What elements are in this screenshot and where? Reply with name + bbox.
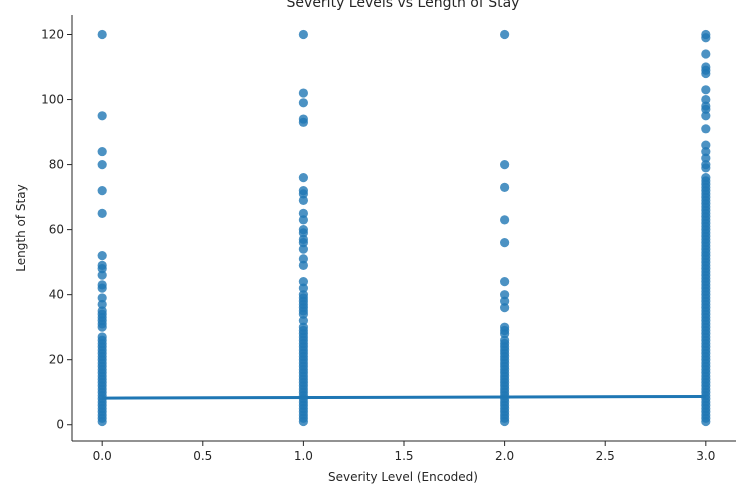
data-point-2-36 bbox=[500, 159, 510, 170]
x-tick-label-6: 3.0 bbox=[696, 449, 715, 463]
data-point-2-37 bbox=[500, 29, 510, 40]
data-point-3-78 bbox=[701, 153, 711, 163]
data-point-0-26 bbox=[97, 332, 107, 342]
scatter-points bbox=[97, 29, 711, 427]
data-point-2-31 bbox=[500, 290, 510, 300]
data-point-2-29 bbox=[500, 303, 510, 313]
data-point-0-34 bbox=[97, 293, 107, 303]
data-point-3-75 bbox=[701, 172, 711, 183]
data-point-0-42 bbox=[97, 186, 107, 196]
data-point-3-92 bbox=[701, 29, 711, 40]
data-point-1-38 bbox=[298, 283, 308, 293]
data-point-0-40 bbox=[97, 251, 107, 261]
y-tick-label-1: 20 bbox=[49, 353, 64, 367]
data-point-2-25 bbox=[500, 335, 510, 345]
y-tick-label-2: 40 bbox=[49, 288, 64, 302]
data-point-3-80 bbox=[701, 140, 711, 150]
data-point-1-49 bbox=[298, 195, 308, 205]
data-point-1-46 bbox=[298, 225, 308, 235]
data-point-0-41 bbox=[97, 208, 107, 218]
data-point-3-90 bbox=[701, 49, 711, 59]
data-point-1-47 bbox=[298, 215, 308, 225]
data-point-3-79 bbox=[701, 146, 711, 157]
x-ticks: 0.0 0.5 1.0 1.5 2.0 2.5 3.0 bbox=[93, 441, 715, 463]
data-point-1-44 bbox=[298, 234, 308, 244]
data-point-0-46 bbox=[97, 29, 107, 40]
regression-line bbox=[102, 394, 706, 400]
data-point-3-86 bbox=[701, 85, 711, 95]
data-point-3-82 bbox=[701, 111, 711, 121]
data-point-1-51 bbox=[298, 186, 308, 196]
y-ticks: 0 20 40 60 80 100 120 bbox=[41, 28, 72, 432]
data-point-1-57 bbox=[298, 29, 308, 40]
data-point-1-48 bbox=[298, 208, 308, 218]
regression-line-group bbox=[102, 394, 706, 400]
data-point-0-37 bbox=[97, 270, 107, 280]
data-point-0-39 bbox=[97, 260, 107, 270]
y-tick-label-5: 100 bbox=[41, 93, 64, 107]
data-point-1-56 bbox=[298, 88, 308, 98]
data-point-2-34 bbox=[500, 215, 510, 225]
data-point-0-45 bbox=[97, 111, 107, 121]
y-tick-label-6: 120 bbox=[41, 28, 64, 42]
chart-title: Severity Levels vs Length of Stay bbox=[287, 0, 520, 11]
data-point-1-42 bbox=[298, 244, 308, 254]
data-point-0-33 bbox=[97, 299, 107, 310]
x-tick-label-0: 0.0 bbox=[93, 449, 112, 463]
data-point-0-32 bbox=[97, 306, 107, 316]
data-point-1-40 bbox=[298, 260, 308, 270]
y-tick-label-3: 60 bbox=[49, 223, 64, 237]
x-tick-label-1: 0.5 bbox=[193, 449, 212, 463]
data-point-3-81 bbox=[701, 124, 711, 134]
y-tick-label-0: 0 bbox=[56, 418, 64, 432]
data-point-1-54 bbox=[298, 114, 308, 124]
x-tick-label-2: 1.0 bbox=[294, 449, 313, 463]
data-point-3-84 bbox=[701, 101, 711, 111]
data-point-1-29 bbox=[298, 322, 308, 332]
y-tick-label-4: 80 bbox=[49, 158, 64, 172]
data-point-1-39 bbox=[298, 277, 308, 287]
x-tick-label-3: 1.5 bbox=[394, 449, 413, 463]
data-point-1-30 bbox=[298, 316, 308, 326]
data-point-2-35 bbox=[500, 182, 510, 192]
x-tick-label-5: 2.5 bbox=[596, 449, 615, 463]
data-point-1-37 bbox=[298, 290, 308, 300]
data-point-2-28 bbox=[500, 322, 510, 332]
data-point-1-55 bbox=[298, 98, 308, 108]
data-point-3-85 bbox=[701, 94, 711, 105]
data-point-0-44 bbox=[97, 146, 107, 157]
data-point-0-36 bbox=[97, 280, 107, 290]
data-point-2-33 bbox=[500, 238, 510, 248]
x-axis-label: Severity Level (Encoded) bbox=[328, 470, 478, 484]
data-point-2-30 bbox=[500, 296, 510, 306]
data-point-3-89 bbox=[701, 62, 711, 72]
x-tick-label-4: 2.0 bbox=[495, 449, 514, 463]
y-axis-label: Length of Stay bbox=[14, 184, 28, 271]
data-point-1-52 bbox=[298, 172, 308, 183]
data-point-0-43 bbox=[97, 159, 107, 170]
data-point-2-32 bbox=[500, 277, 510, 287]
data-point-1-41 bbox=[298, 254, 308, 264]
data-point-3-77 bbox=[701, 159, 711, 170]
